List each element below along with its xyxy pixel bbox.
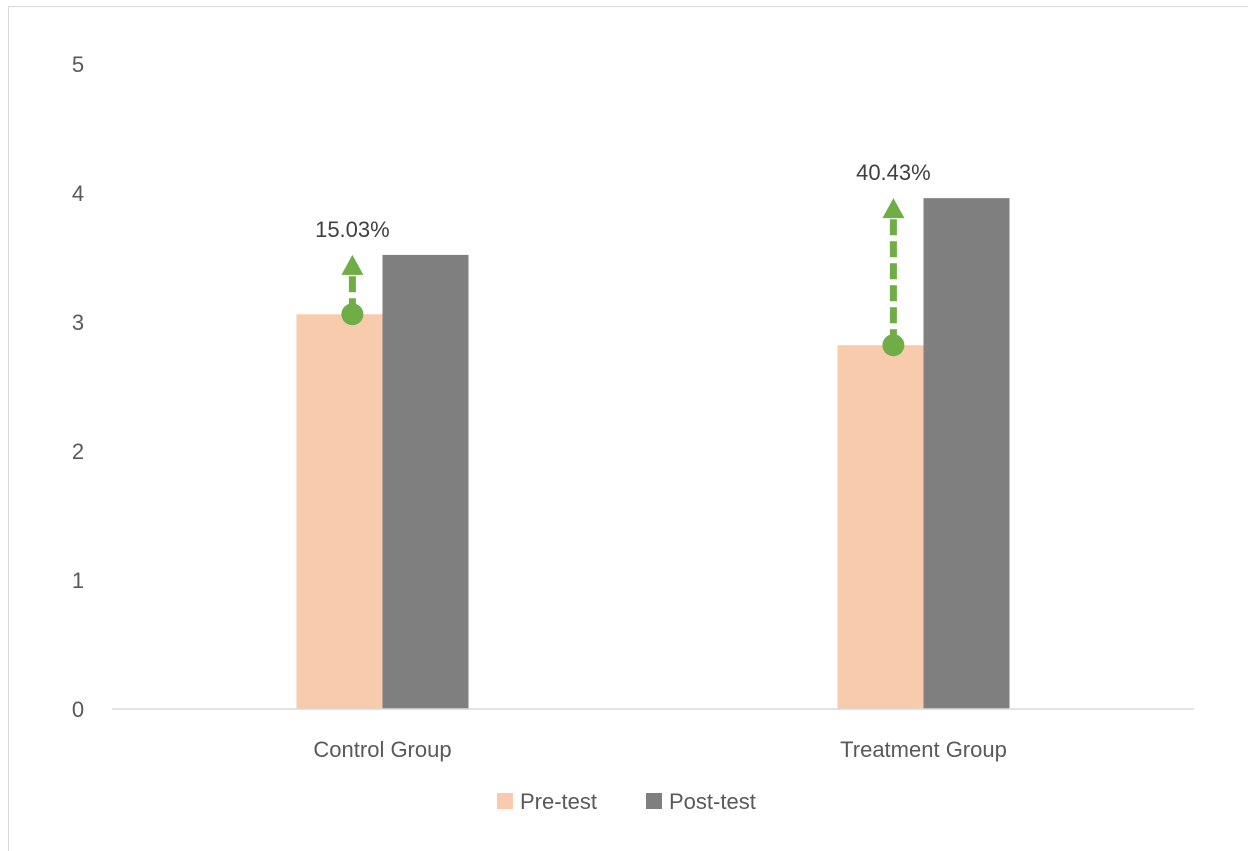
y-tick-label: 3 [72,310,84,335]
legend-label: Post-test [669,789,756,814]
legend-swatch [646,793,662,809]
y-tick-label: 5 [72,52,84,77]
y-axis: 0 1 2 3 4 5 [72,52,84,722]
legend-item-pre-test: Pre-test [497,789,597,814]
legend-label: Pre-test [520,789,597,814]
legend: Pre-test Post-test [497,789,756,814]
bar-pre-test-1 [837,345,924,709]
change-arrow-head [341,254,364,275]
change-label: 15.03% [315,217,390,242]
bars [296,198,1010,710]
chart-frame [8,6,1248,851]
y-tick-label: 4 [72,181,84,206]
x-axis: Control Group Treatment Group [313,737,1006,762]
bar-pre-test-0 [296,314,383,709]
annotations: 15.03% 40.43% [315,160,931,357]
legend-item-post-test: Post-test [646,789,756,814]
y-tick-label: 1 [72,568,84,593]
bar-post-test-1 [923,198,1010,709]
bar-post-test-0 [382,254,469,710]
y-tick-label: 0 [72,697,84,722]
change-annotation: 40.43% [856,160,931,357]
legend-swatch [497,793,513,809]
change-arrow-start [882,334,905,357]
x-tick-label: Control Group [313,737,451,762]
change-annotation: 15.03% [315,217,390,326]
change-arrow-start [341,303,364,326]
x-tick-label: Treatment Group [840,737,1007,762]
change-label: 40.43% [856,160,931,185]
change-arrow-head [882,198,905,219]
y-tick-label: 2 [72,439,84,464]
